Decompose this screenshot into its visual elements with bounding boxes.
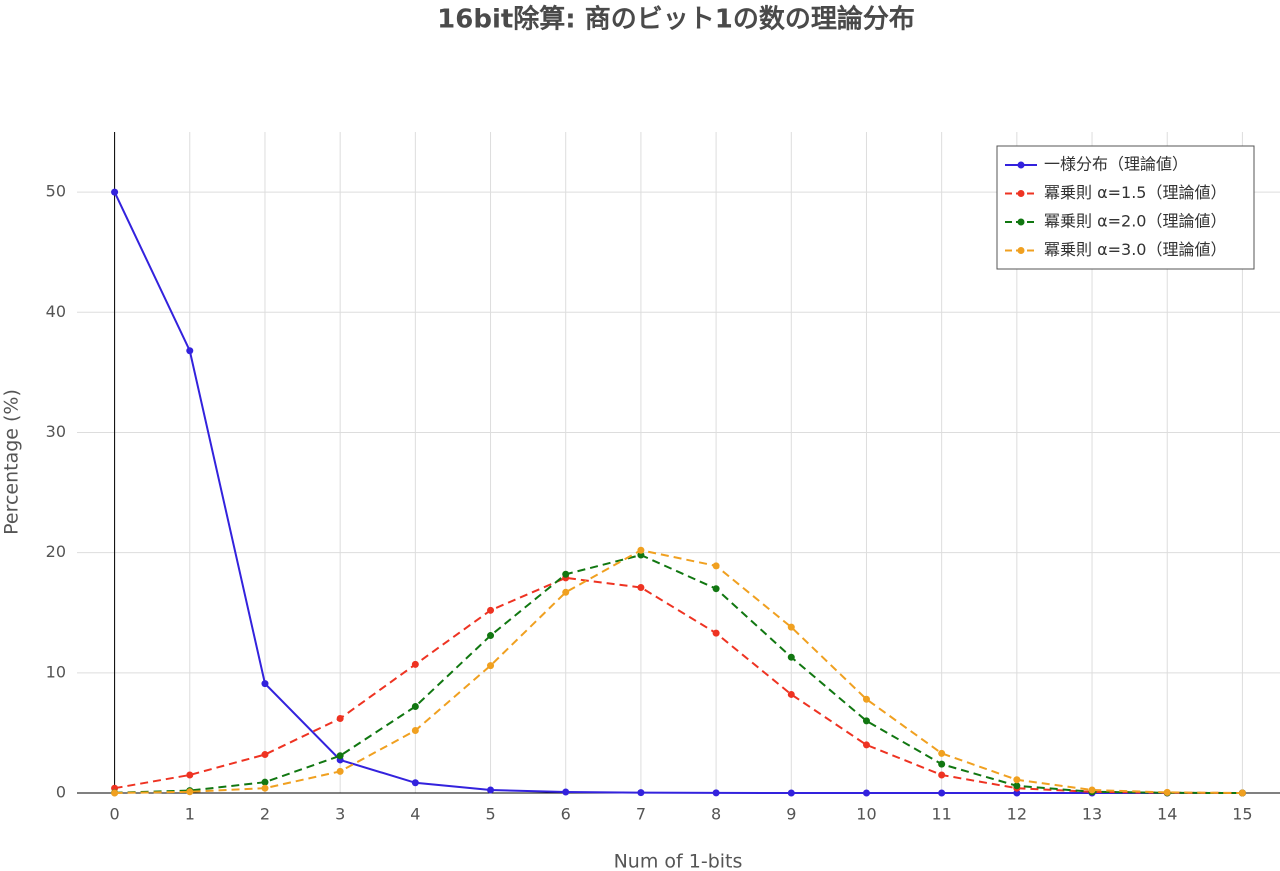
point	[1238, 789, 1246, 797]
point	[637, 583, 645, 591]
point	[336, 714, 344, 722]
point	[411, 660, 419, 668]
legend-marker	[1017, 247, 1025, 254]
x-tick-label: 15	[1232, 805, 1252, 824]
point	[712, 629, 720, 637]
point	[787, 623, 795, 631]
point	[411, 727, 419, 735]
legend: 一様分布（理論値） 冪乗則 α=1.5（理論値） 冪乗則 α=2.0（理論値） 冪乗則…	[996, 145, 1255, 270]
point	[1013, 782, 1021, 790]
point	[712, 562, 720, 570]
point	[938, 771, 946, 779]
point	[487, 632, 495, 640]
point	[1013, 776, 1021, 784]
point	[186, 788, 194, 796]
y-tick-label: 50	[46, 182, 66, 201]
y-tick-label: 20	[46, 542, 66, 561]
x-tick-label: 9	[786, 805, 796, 824]
point	[111, 789, 119, 797]
x-tick-label: 3	[335, 805, 345, 824]
legend-marker	[1017, 161, 1025, 169]
point	[261, 680, 269, 688]
point	[261, 778, 269, 786]
y-tick-label: 30	[46, 422, 66, 441]
x-tick-label: 4	[410, 805, 420, 824]
x-tick-label: 5	[485, 805, 495, 824]
point	[336, 752, 344, 760]
point	[1163, 788, 1171, 796]
point	[1088, 786, 1096, 794]
legend-label: 一様分布（理論値）	[1044, 155, 1188, 174]
point	[411, 779, 419, 787]
point	[637, 789, 645, 797]
x-tick-label: 8	[711, 805, 721, 824]
legend-marker	[1017, 190, 1025, 197]
plot	[111, 188, 1246, 797]
point	[411, 702, 419, 710]
x-tick-label: 13	[1082, 805, 1102, 824]
point	[862, 695, 870, 703]
x-tick-label: 6	[561, 805, 571, 824]
point	[562, 588, 570, 596]
x-tick-label: 12	[1007, 805, 1027, 824]
y-tick-label: 40	[46, 302, 66, 321]
series-line	[114, 553, 1243, 794]
point	[487, 662, 495, 670]
y-tick-label: 10	[46, 662, 66, 681]
x-tick-label: 7	[636, 805, 646, 824]
legend-label: 冪乗則 α=1.5（理論値）	[1044, 183, 1227, 202]
point	[787, 789, 795, 797]
x-axis-label: Num of 1-bits	[614, 851, 743, 871]
x-tick-label: 2	[260, 805, 270, 824]
legend-marker	[1017, 218, 1025, 226]
point	[637, 551, 645, 559]
legend-label: 冪乗則 α=2.0（理論値）	[1044, 212, 1227, 231]
point	[186, 771, 194, 779]
point	[487, 606, 495, 614]
legend-box	[996, 145, 1255, 270]
x-tick-label: 1	[185, 805, 195, 824]
point	[186, 347, 194, 355]
point	[261, 784, 269, 792]
point	[787, 653, 795, 661]
point	[562, 788, 570, 796]
point	[336, 767, 344, 775]
point	[487, 786, 495, 794]
point	[938, 789, 946, 797]
y-axis-label: Percentage (%)	[1, 389, 23, 535]
x-tick-label: 10	[856, 805, 876, 824]
point	[712, 789, 720, 797]
series-line	[113, 191, 1243, 794]
x-tick-label: 0	[110, 805, 120, 824]
point	[787, 690, 795, 698]
x-tick-label: 14	[1157, 805, 1177, 824]
point	[938, 760, 946, 768]
point	[1013, 789, 1021, 797]
point	[862, 741, 870, 749]
point	[938, 749, 946, 757]
point	[261, 751, 269, 759]
point	[862, 717, 870, 725]
point	[562, 570, 570, 578]
series-line	[114, 549, 1243, 794]
y-tick-label: 0	[56, 783, 66, 802]
point	[637, 546, 645, 554]
series-line	[114, 576, 1243, 794]
chart-title: 16bit除算: 商のビット1の数の理論分布	[437, 4, 915, 35]
x-tick-label: 11	[931, 805, 951, 824]
legend-label: 冪乗則 α=3.0（理論値）	[1044, 240, 1227, 259]
point	[862, 789, 870, 797]
point	[111, 188, 119, 196]
point	[712, 585, 720, 593]
